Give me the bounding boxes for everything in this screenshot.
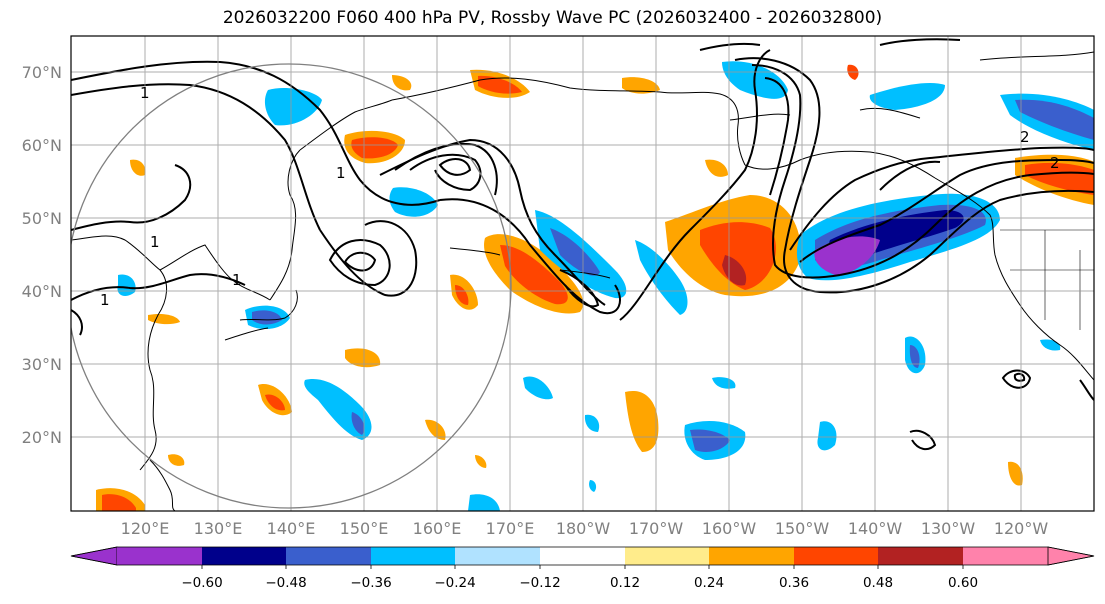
colorbar-swatch [202, 547, 286, 565]
colorbar-swatch [878, 547, 963, 565]
colorbar-tick-label: 0.24 [694, 575, 724, 591]
contour-label: 1 [336, 164, 346, 182]
colorbar-tick-label: 0.36 [779, 575, 809, 591]
colorbar-tick-label: −0.48 [265, 575, 306, 591]
gridlines [71, 36, 1094, 511]
plot-frame [70, 35, 1095, 512]
lon-label: 140°W [848, 519, 903, 538]
colorbar-swatch [963, 547, 1048, 565]
colorbar-swatch [709, 547, 794, 565]
colorbar-tick-label: 0.12 [610, 575, 640, 591]
colorbar-swatch [455, 547, 540, 565]
contour-label: 2 [1020, 128, 1030, 146]
colorbar-swatch [794, 547, 878, 565]
lon-label: 130°E [194, 519, 243, 538]
lon-label: 160°W [702, 519, 757, 538]
lon-label: 170°W [629, 519, 684, 538]
colorbar-tick-label: −0.24 [434, 575, 475, 591]
contour-label: 1 [100, 291, 110, 309]
colorbar-tick-label: −0.12 [519, 575, 560, 591]
contour-label: 1 [232, 271, 242, 289]
colorbar-tick-label: 0.48 [863, 575, 893, 591]
colorbar-tick-label: −0.60 [181, 575, 222, 591]
lon-label: 140°E [267, 519, 316, 538]
colorbar-extend-min [70, 546, 118, 566]
lon-label: 120°E [121, 519, 170, 538]
lon-label: 180°W [556, 519, 611, 538]
contour-label: 1 [150, 233, 160, 251]
colorbar-extend-max [1047, 546, 1095, 566]
lon-label: 150°W [775, 519, 830, 538]
lon-label: 150°E [340, 519, 389, 538]
lon-label: 170°E [486, 519, 535, 538]
contour-label: 2 [1050, 154, 1060, 172]
colorbar-swatch [371, 547, 455, 565]
colorbar-swatch [286, 547, 371, 565]
region-circle [71, 63, 512, 509]
lon-label: 120°W [994, 519, 1049, 538]
colorbar: −0.60 −0.48 −0.36 −0.24 −0.12 0.12 0.24 … [70, 546, 1095, 591]
contour-label: 1 [140, 84, 150, 102]
colorbar-swatch [625, 547, 709, 565]
lon-label: 130°W [921, 519, 976, 538]
colorbar-swatch [117, 547, 202, 565]
contour-labels: 1 1 1 1 1 2 2 [100, 84, 1060, 309]
colorbar-tick-label: 0.60 [948, 575, 978, 591]
lat-label: 60°N [22, 136, 62, 155]
lon-label: 160°E [413, 519, 462, 538]
lat-label: 20°N [22, 428, 62, 447]
lat-label: 40°N [22, 282, 62, 301]
colorbar-swatch [540, 547, 625, 565]
colorbar-outline [70, 546, 1095, 566]
lat-label: 70°N [22, 63, 62, 82]
colorbar-tick-label: −0.36 [350, 575, 391, 591]
pv-contours [71, 38, 1094, 451]
longitude-labels: 120°E 130°E 140°E 150°E 160°E 170°E 180°… [121, 519, 1049, 538]
latitude-labels: 70°N 60°N 50°N 40°N 30°N 20°N [22, 63, 62, 447]
lat-label: 50°N [22, 209, 62, 228]
map-title: 2026032200 F060 400 hPa PV, Rossby Wave … [222, 8, 883, 28]
lat-label: 30°N [22, 355, 62, 374]
